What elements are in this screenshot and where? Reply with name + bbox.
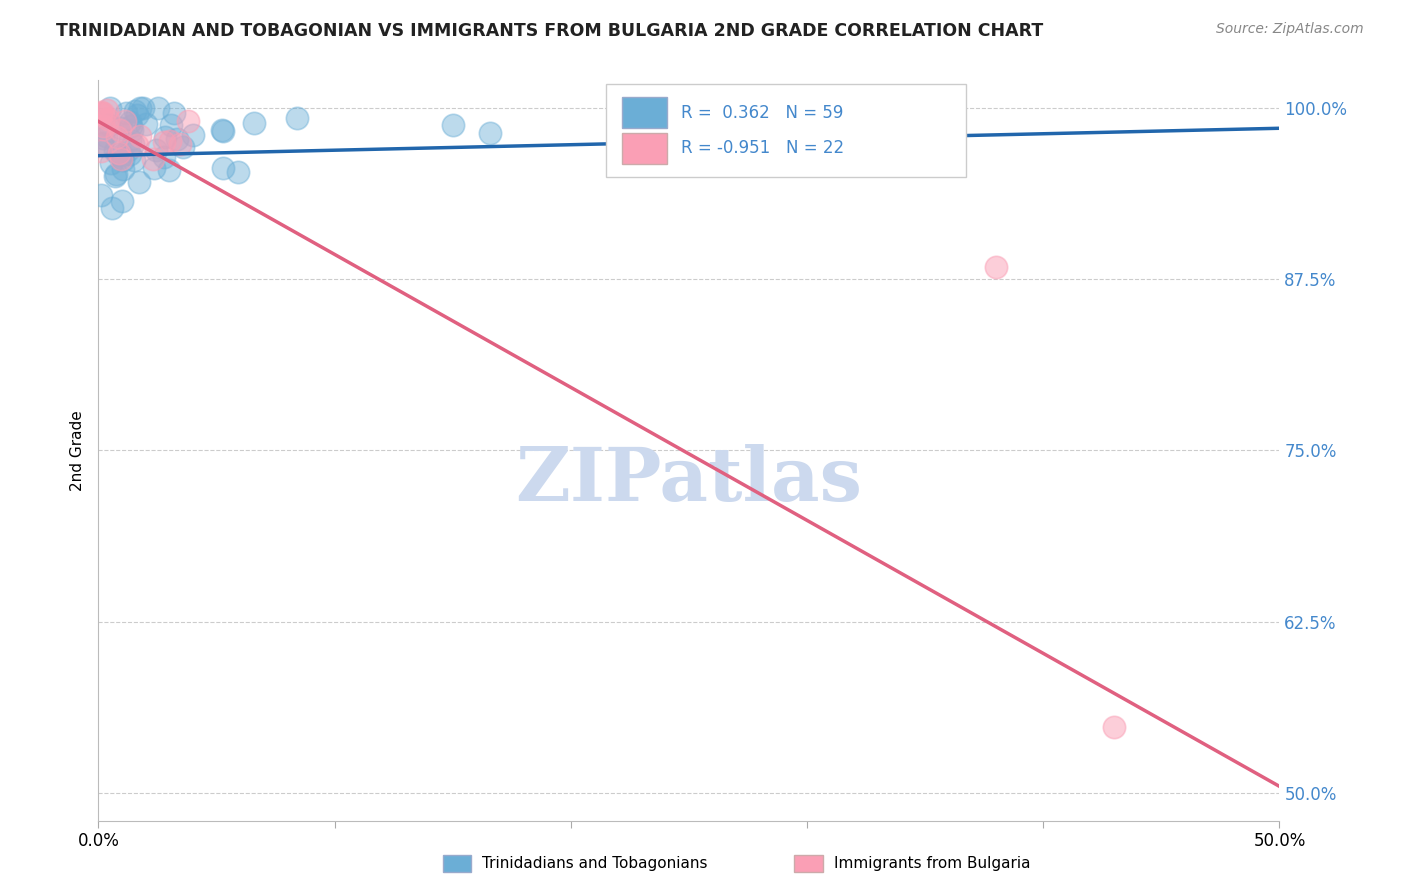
Text: ZIPatlas: ZIPatlas [516,443,862,516]
Point [441,118,464,132]
Point [121,123,143,137]
Point [93,121,115,136]
Point [97,112,120,127]
Text: R =  0.362   N = 59: R = 0.362 N = 59 [681,103,844,122]
Point [135,117,157,131]
Point [696,152,718,166]
Point [97,118,120,132]
Point [100,156,122,170]
Point [125,108,148,122]
Point [101,201,124,215]
Point [145,143,167,157]
Point [122,137,145,152]
Point [112,162,135,177]
Point [1102,720,1125,734]
Point [91,137,114,152]
Text: Source: ZipAtlas.com: Source: ZipAtlas.com [1216,22,1364,37]
Point [727,134,749,148]
Point [90,104,112,119]
Point [211,123,233,137]
Point [169,137,191,152]
Point [124,153,146,167]
Point [984,260,1007,274]
Point [155,130,177,145]
Point [163,106,186,120]
FancyBboxPatch shape [621,133,666,164]
Point [243,116,266,130]
Point [90,188,112,202]
Point [652,142,675,156]
Point [110,152,132,166]
Text: Trinidadians and Tobagonians: Trinidadians and Tobagonians [482,856,707,871]
Point [114,114,136,128]
Point [91,136,114,150]
Point [226,164,249,178]
Point [128,175,150,189]
Text: TRINIDADIAN AND TOBAGONIAN VS IMMIGRANTS FROM BULGARIA 2ND GRADE CORRELATION CHA: TRINIDADIAN AND TOBAGONIAN VS IMMIGRANTS… [56,22,1043,40]
Point [117,143,139,157]
Point [146,101,169,115]
Point [111,148,134,162]
Point [478,126,501,140]
Point [107,147,129,161]
Point [612,132,634,146]
Point [613,136,636,150]
Point [181,128,204,142]
Point [285,111,308,125]
Point [166,131,188,145]
Point [212,161,235,175]
Point [212,123,235,137]
Point [91,106,114,120]
Point [111,194,134,208]
Point [128,101,150,115]
FancyBboxPatch shape [606,84,966,177]
Point [105,130,128,145]
Point [159,119,181,133]
Point [172,139,194,153]
Text: R = -0.951   N = 22: R = -0.951 N = 22 [681,139,844,157]
Point [90,145,112,159]
Y-axis label: 2nd Grade: 2nd Grade [70,410,86,491]
Point [153,136,176,150]
Point [157,162,180,177]
Point [91,120,114,134]
Point [124,103,146,118]
Point [118,147,141,161]
Point [110,120,132,135]
Point [105,167,128,181]
Point [104,145,127,159]
Point [128,128,150,143]
Point [143,161,166,175]
Point [90,107,112,121]
Point [120,119,142,133]
Point [118,114,141,128]
Point [607,112,630,127]
Point [96,103,118,117]
Point [104,169,127,183]
Point [111,153,134,167]
Point [98,101,121,115]
Point [108,145,131,160]
Point [159,134,181,148]
Point [153,150,176,164]
Point [142,152,165,166]
FancyBboxPatch shape [621,97,666,128]
Point [125,137,148,152]
Point [176,114,198,128]
Point [120,133,142,147]
Point [91,130,114,145]
Text: Immigrants from Bulgaria: Immigrants from Bulgaria [834,856,1031,871]
Point [131,101,153,115]
Point [115,106,138,120]
Point [94,128,117,143]
Point [651,116,673,130]
Point [108,123,131,137]
